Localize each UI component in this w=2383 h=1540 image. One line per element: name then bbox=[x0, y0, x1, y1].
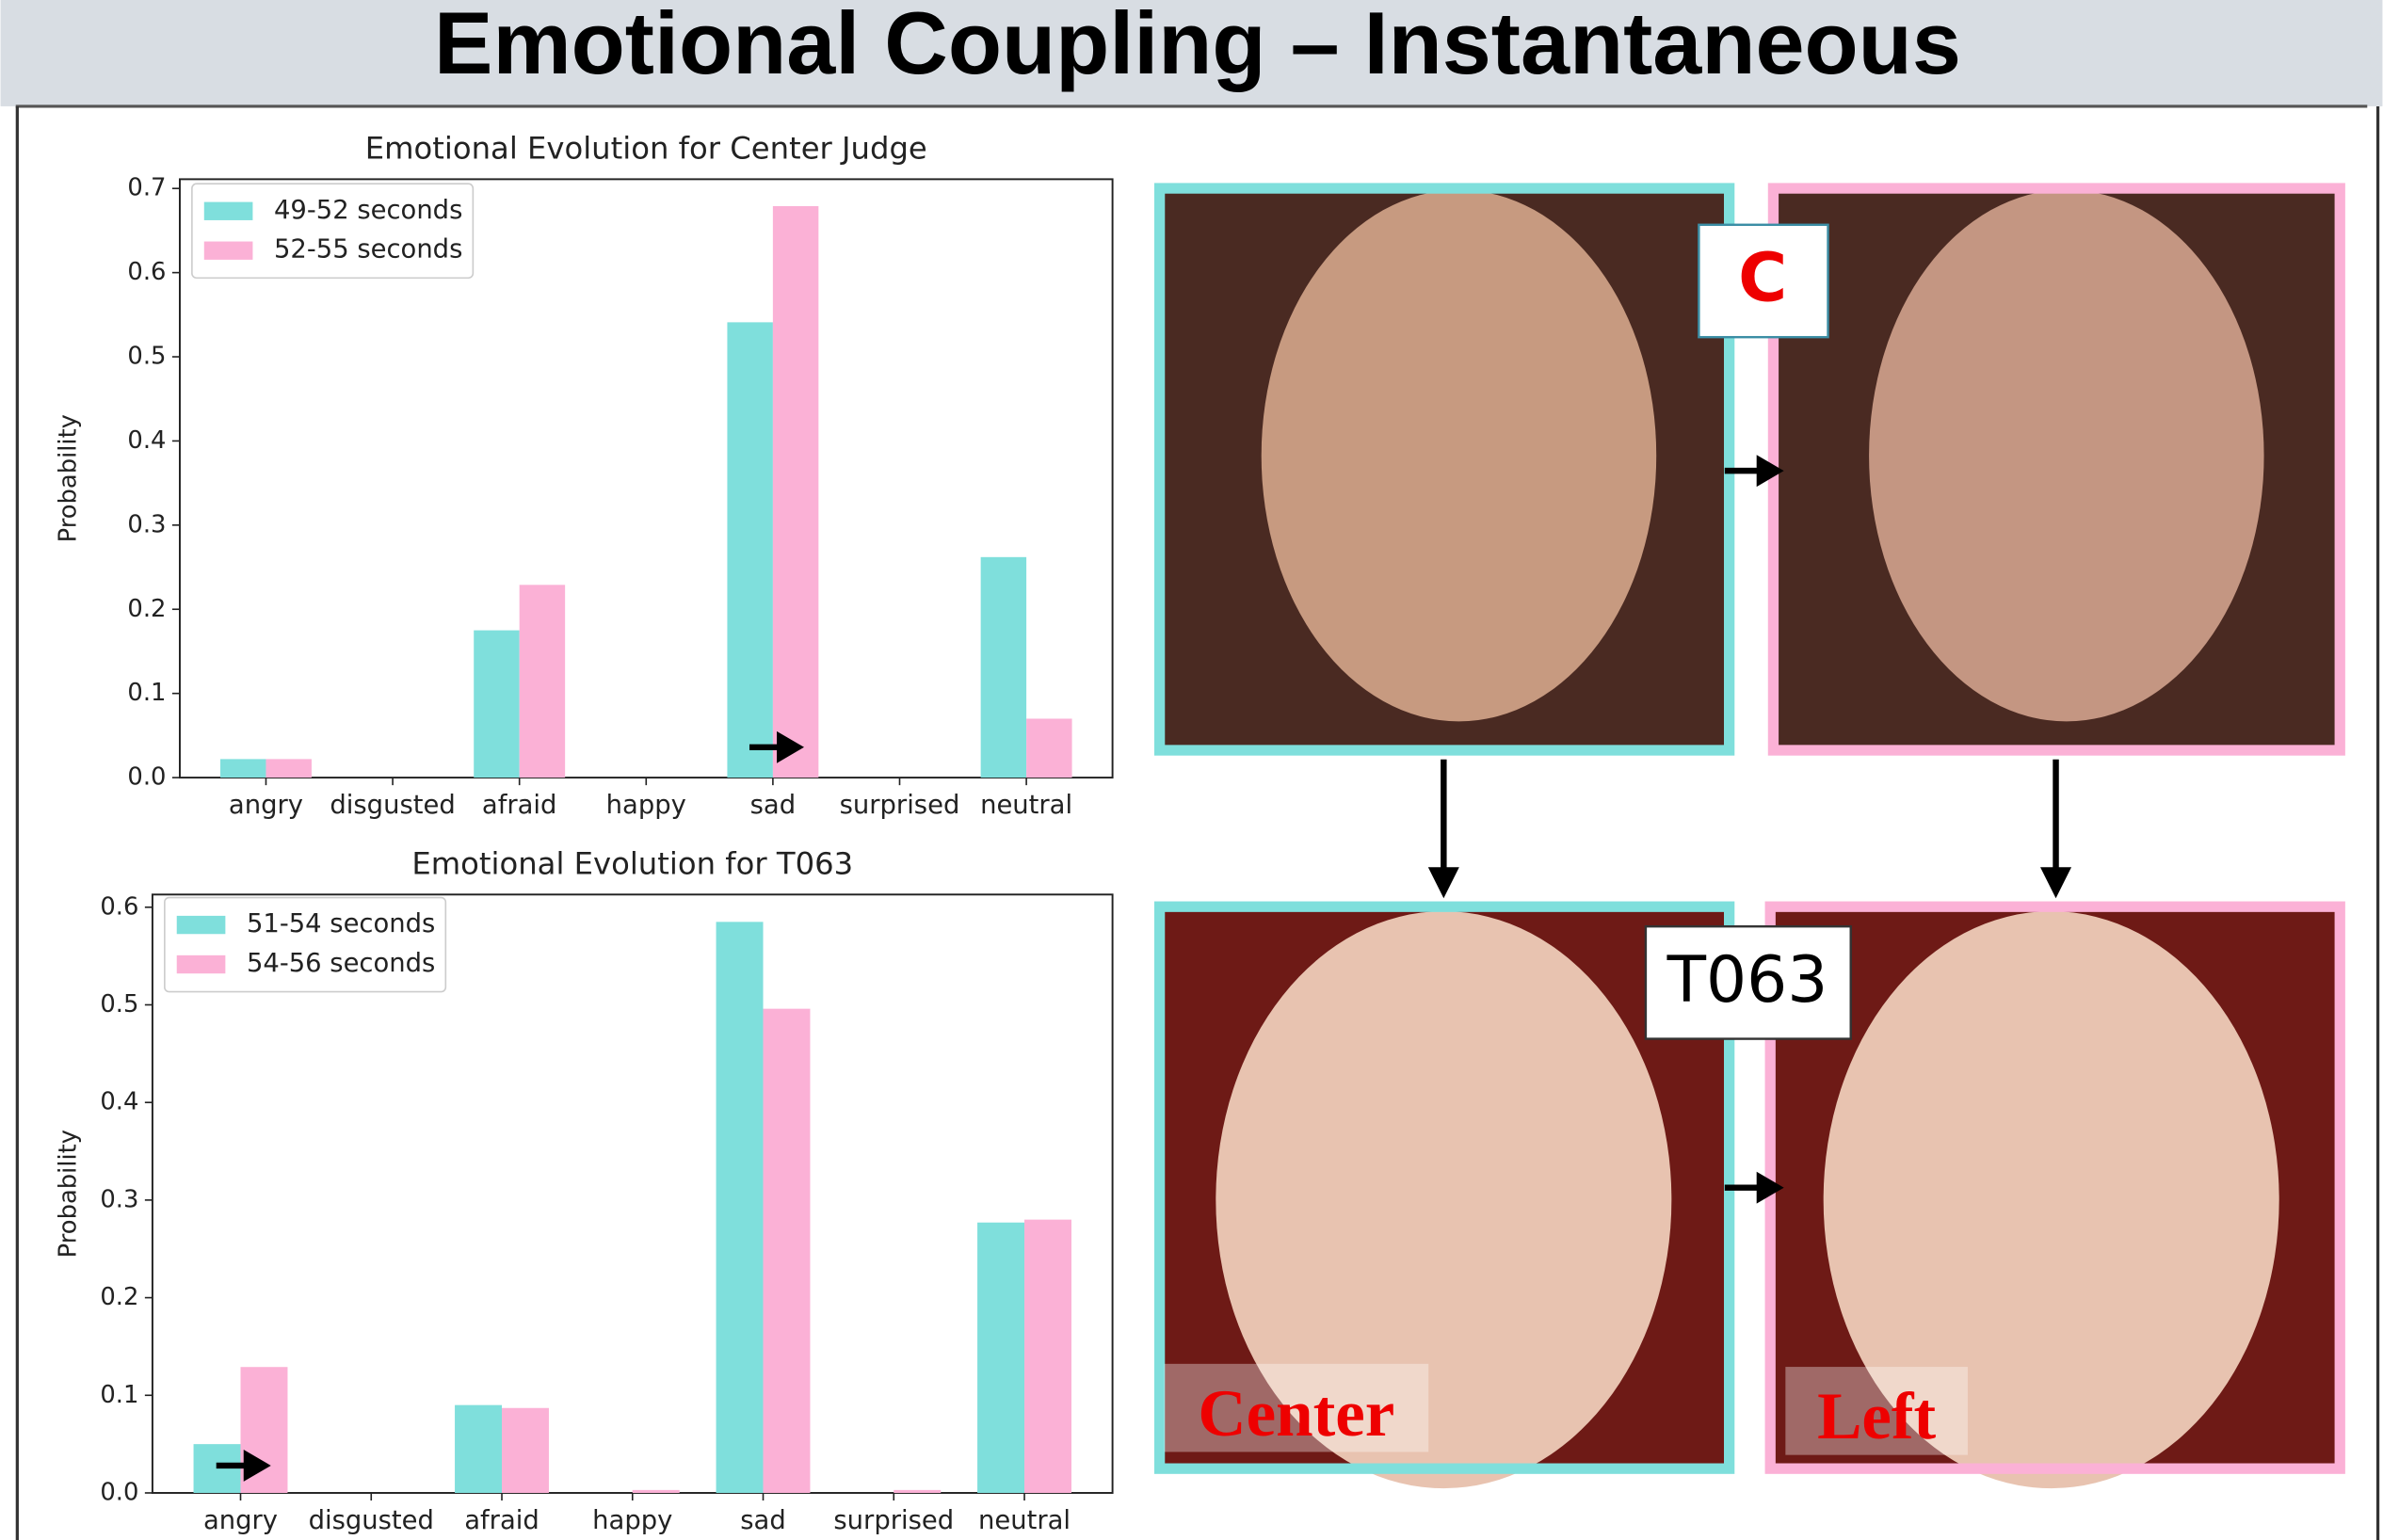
bar bbox=[894, 1490, 941, 1493]
legend-label: 54-56 seconds bbox=[247, 949, 435, 978]
bar bbox=[266, 759, 311, 778]
legend-swatch bbox=[204, 202, 253, 220]
bar bbox=[1024, 1220, 1071, 1493]
y-tick-label: 0.6 bbox=[127, 258, 166, 286]
x-tick-label: happy bbox=[592, 1506, 672, 1535]
y-tick-label: 0.2 bbox=[127, 595, 166, 623]
y-axis-label: Probability bbox=[55, 414, 83, 542]
slide: Emotional Coupling – Instantaneous C T06… bbox=[0, 0, 2383, 1540]
x-tick-label: disgusted bbox=[309, 1506, 434, 1535]
x-tick-label: happy bbox=[606, 791, 686, 820]
y-tick-label: 0.4 bbox=[100, 1088, 138, 1116]
y-axis-label: Probability bbox=[55, 1130, 83, 1258]
legend-label: 52-55 seconds bbox=[274, 235, 462, 265]
chart-title: Emotional Evolution for T063 bbox=[411, 846, 853, 882]
target-label: T063 bbox=[1666, 942, 1828, 1017]
legend-swatch bbox=[177, 916, 226, 934]
bar bbox=[633, 1490, 680, 1493]
y-tick-label: 0.0 bbox=[127, 763, 166, 792]
y-tick-label: 0.0 bbox=[100, 1478, 138, 1506]
x-tick-label: neutral bbox=[978, 1506, 1071, 1535]
x-tick-label: angry bbox=[203, 1506, 278, 1535]
y-tick-label: 0.7 bbox=[127, 174, 166, 202]
bar bbox=[773, 206, 818, 778]
legend-swatch bbox=[177, 955, 226, 973]
y-tick-label: 0.1 bbox=[127, 679, 166, 707]
y-tick-label: 0.5 bbox=[100, 990, 138, 1019]
legend-swatch bbox=[204, 242, 253, 260]
legend-label: 51-54 seconds bbox=[247, 909, 435, 938]
bar bbox=[764, 1009, 811, 1493]
slide-title: Emotional Coupling – Instantaneous bbox=[434, 0, 1961, 92]
y-tick-label: 0.3 bbox=[127, 510, 166, 538]
center-label: Center bbox=[1198, 1377, 1394, 1451]
x-tick-label: disgusted bbox=[330, 791, 455, 820]
y-tick-label: 0.1 bbox=[100, 1381, 138, 1409]
y-tick-label: 0.5 bbox=[127, 343, 166, 371]
x-tick-label: sad bbox=[740, 1506, 785, 1535]
x-tick-label: neutral bbox=[980, 791, 1072, 820]
bar bbox=[455, 1405, 502, 1493]
y-tick-label: 0.6 bbox=[100, 892, 138, 921]
photo-judge-center bbox=[1160, 188, 1730, 750]
judge-label: C bbox=[1738, 239, 1787, 317]
bar bbox=[1026, 718, 1071, 778]
x-tick-label: surprised bbox=[833, 1506, 954, 1535]
bar bbox=[502, 1408, 549, 1493]
photo-judge-left bbox=[1773, 188, 2340, 750]
bar bbox=[220, 759, 266, 778]
bar bbox=[977, 1223, 1024, 1493]
bar bbox=[474, 631, 519, 778]
x-tick-label: afraid bbox=[464, 1506, 539, 1535]
legend-label: 49-52 seconds bbox=[274, 196, 462, 225]
x-tick-label: afraid bbox=[482, 791, 557, 820]
x-tick-label: sad bbox=[750, 791, 796, 820]
y-tick-label: 0.2 bbox=[100, 1283, 138, 1311]
bar bbox=[727, 322, 772, 778]
y-tick-label: 0.3 bbox=[100, 1185, 138, 1213]
y-tick-label: 0.4 bbox=[127, 426, 166, 455]
bar bbox=[520, 585, 565, 778]
bar bbox=[717, 922, 764, 1493]
x-tick-label: angry bbox=[229, 791, 303, 820]
bar bbox=[981, 557, 1026, 778]
chart-title: Emotional Evolution for Center Judge bbox=[365, 131, 927, 167]
left-label: Left bbox=[1817, 1380, 1936, 1453]
x-tick-label: surprised bbox=[840, 791, 960, 820]
